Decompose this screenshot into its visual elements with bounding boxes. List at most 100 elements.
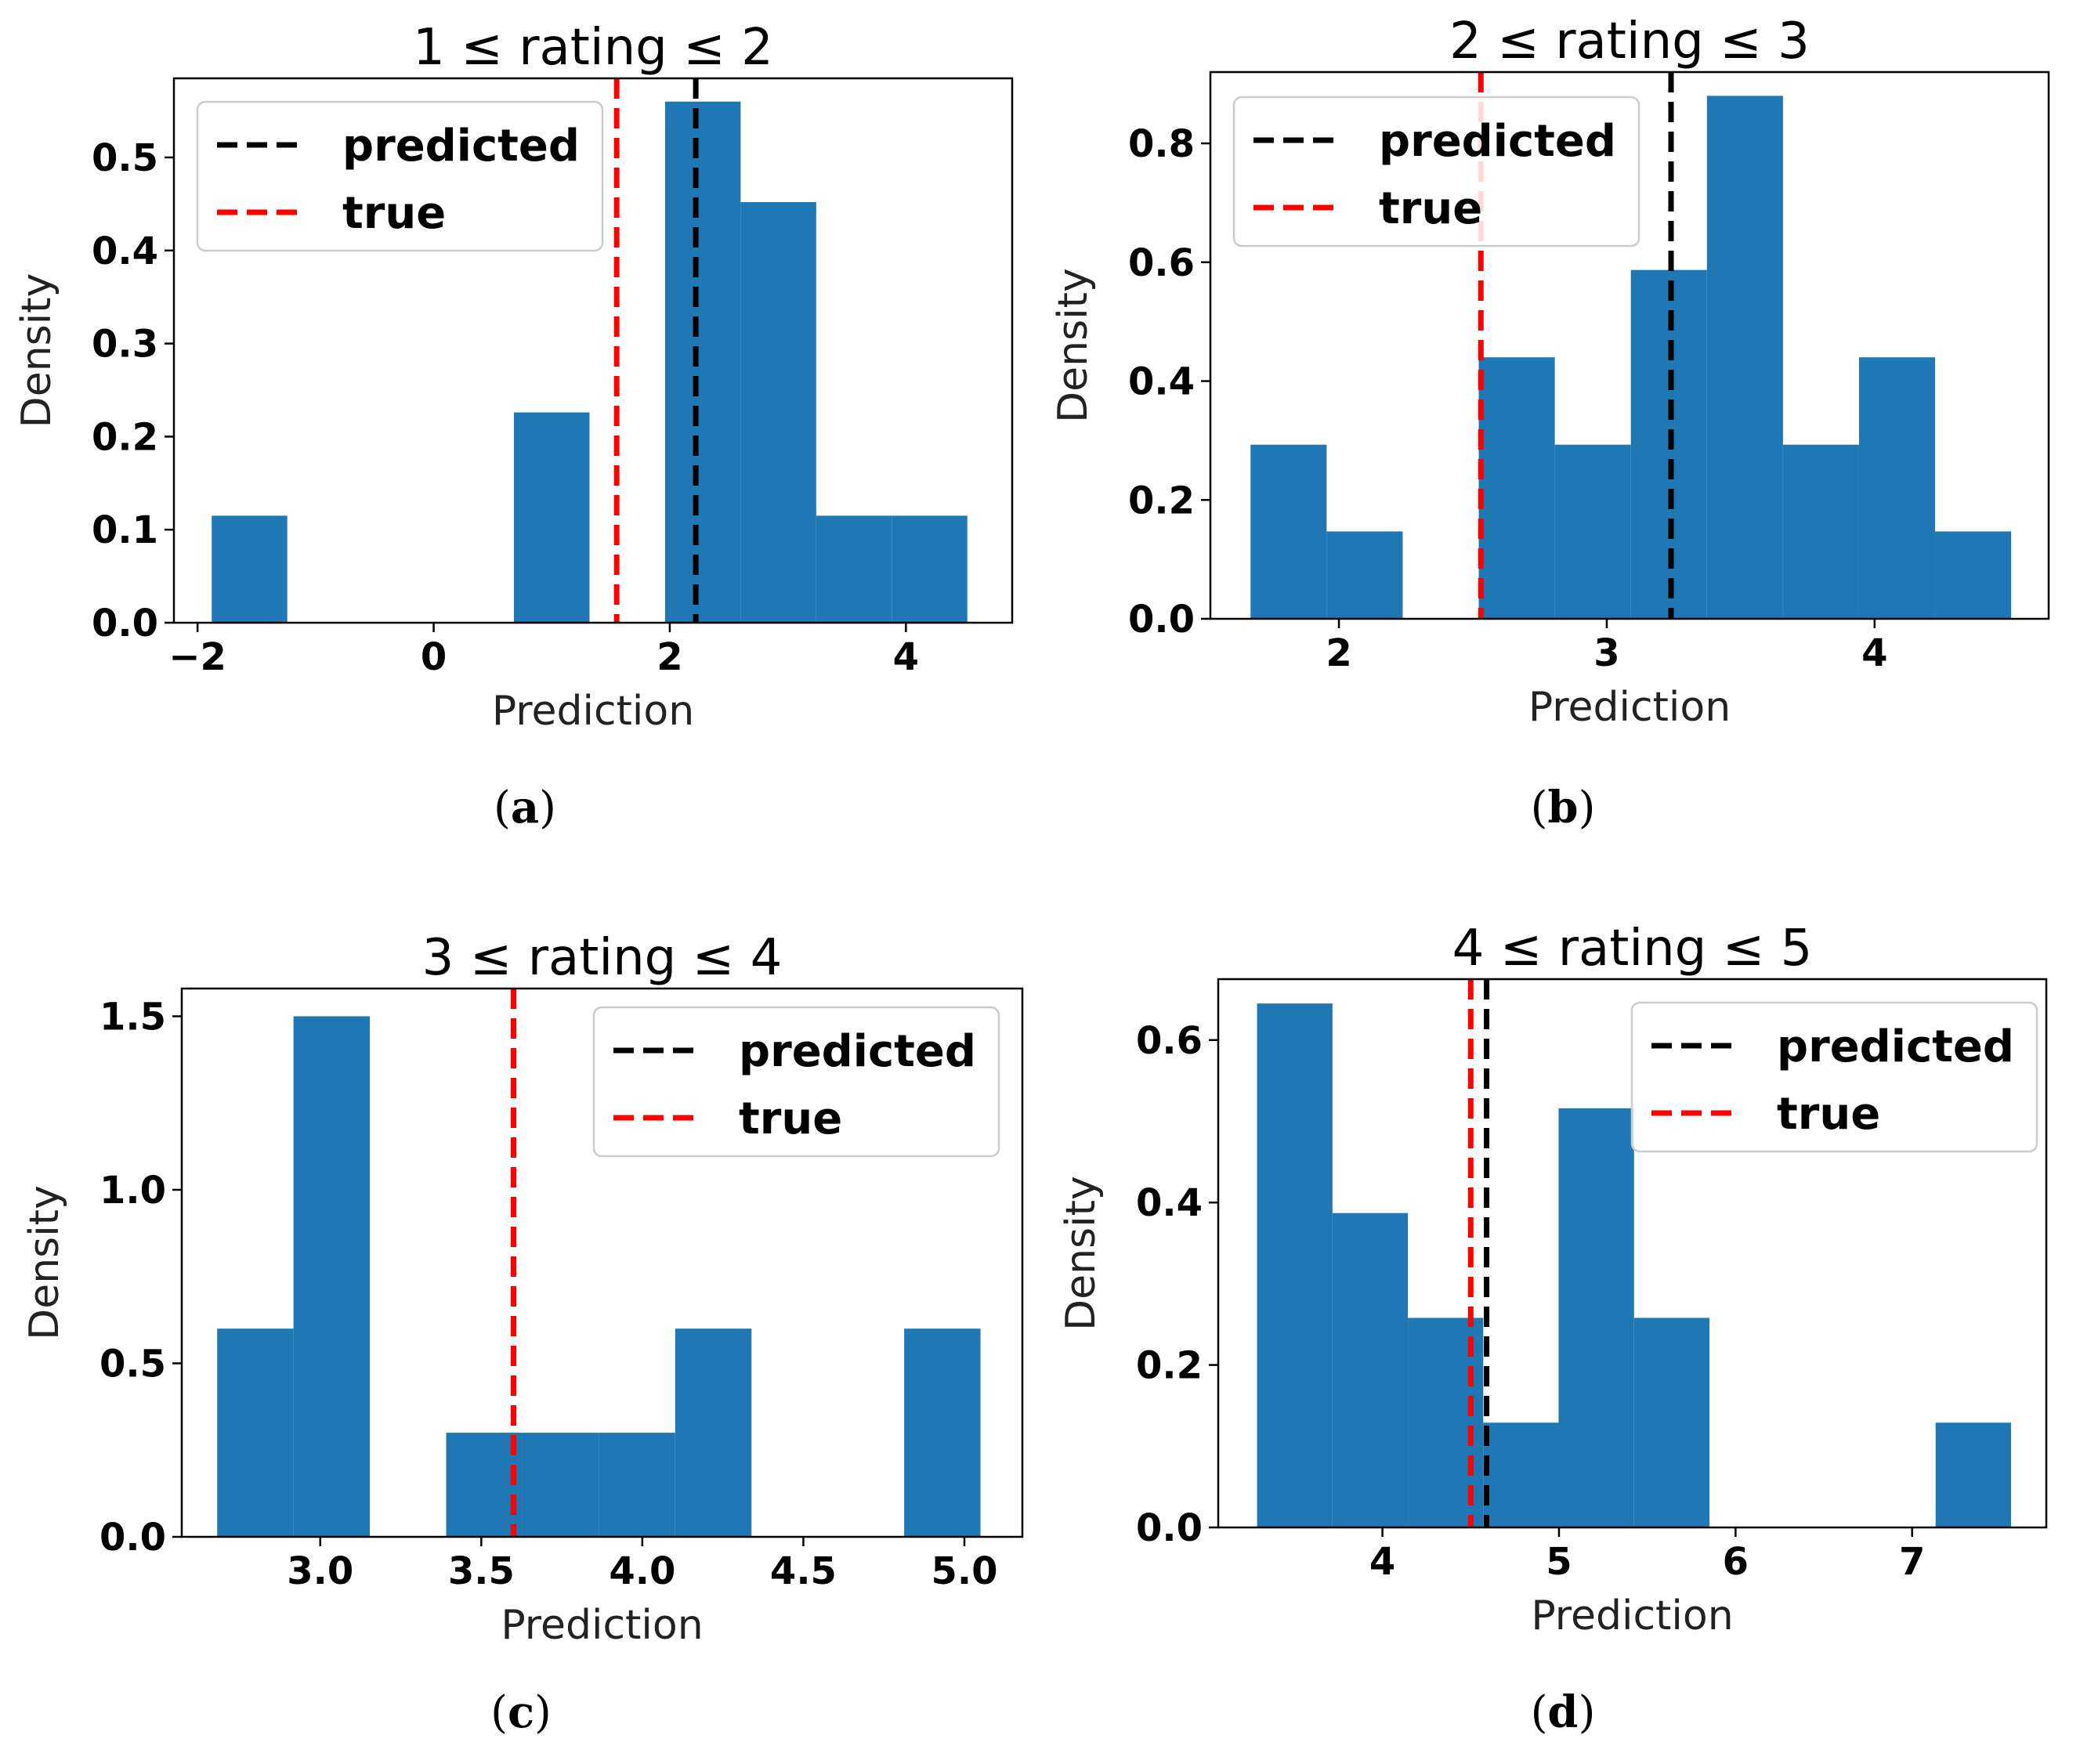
legend-label: predicted bbox=[1379, 116, 1616, 167]
histogram-bar bbox=[816, 515, 892, 623]
y-tick-label: 1.0 bbox=[99, 1169, 166, 1213]
panel-caption-letter: c bbox=[508, 1686, 534, 1738]
histogram-bar bbox=[1558, 1108, 1634, 1527]
histogram-bar bbox=[1935, 531, 2012, 619]
y-tick-label: 0.5 bbox=[92, 136, 158, 180]
axes-frame bbox=[180, 987, 1024, 1538]
histogram-bar bbox=[1633, 1318, 1709, 1527]
y-tick-label: 0.8 bbox=[1128, 122, 1195, 166]
legend-box bbox=[196, 100, 604, 252]
chart-panel-b: 2 3 4 0.0 0.2 0.4 0.6 0.8 2 ≤ rating ≤ 3 Predicti… bbox=[1050, 13, 2050, 833]
y-tick-label: 0.2 bbox=[92, 415, 158, 459]
y-tick-label: 0.2 bbox=[1136, 1344, 1203, 1388]
histogram-bar bbox=[1935, 1422, 2011, 1527]
y-axis-label: Density bbox=[13, 273, 60, 428]
legend-label: true bbox=[1379, 183, 1482, 234]
y-tick-label: 0.4 bbox=[1128, 360, 1195, 404]
x-tick-label: 4 bbox=[893, 635, 919, 679]
y-tick-label: 0.0 bbox=[92, 602, 158, 645]
histogram-bar bbox=[1858, 357, 1936, 619]
axes-frame bbox=[172, 77, 1014, 624]
histogram-bar bbox=[740, 202, 816, 623]
legend: predicted true bbox=[592, 1006, 1000, 1158]
histogram-bar bbox=[1483, 1422, 1559, 1527]
x-tick-label: 4.5 bbox=[770, 1549, 837, 1593]
histogram-bar bbox=[217, 1328, 294, 1537]
x-tick-label: 4 bbox=[1369, 1540, 1395, 1584]
legend: predicted true bbox=[196, 100, 604, 252]
histogram-bar bbox=[1782, 444, 1859, 619]
chart-title: 1 ≤ rating ≤ 2 bbox=[413, 19, 773, 77]
x-tick-label: 3.0 bbox=[287, 1549, 353, 1593]
x-tick-label: 3 bbox=[1593, 631, 1619, 675]
histogram-bar bbox=[1706, 96, 1783, 619]
y-axis-label: Density bbox=[21, 1185, 68, 1340]
x-tick-label: 5 bbox=[1546, 1540, 1572, 1584]
panel-caption-letter: d bbox=[1547, 1686, 1578, 1738]
histogram-bar bbox=[446, 1433, 523, 1537]
legend: predicted true bbox=[1630, 1001, 2038, 1153]
histogram-bar bbox=[675, 1328, 752, 1537]
y-tick-label: 0.3 bbox=[92, 323, 158, 367]
histogram-bar bbox=[599, 1433, 675, 1537]
histogram-bar bbox=[293, 1016, 371, 1537]
panel-caption: (a) bbox=[494, 782, 556, 833]
y-tick-label: 0.6 bbox=[1136, 1019, 1203, 1063]
y-axis-label: Density bbox=[1050, 268, 1097, 423]
panel-caption-letter: a bbox=[511, 782, 539, 833]
chart-title: 2 ≤ rating ≤ 3 bbox=[1449, 13, 1810, 70]
legend-box bbox=[1630, 1001, 2038, 1153]
x-tick-label: 6 bbox=[1723, 1540, 1749, 1584]
chart-panel-a: −2 0 2 4 0.0 0.1 0.2 0.3 0.4 0.5 1 ≤ rating ≤ 2 Pre… bbox=[13, 19, 1014, 833]
histogram-bar bbox=[892, 515, 968, 623]
y-tick-label: 1.5 bbox=[99, 995, 166, 1039]
x-axis-label: Prediction bbox=[1531, 1592, 1733, 1639]
x-axis-label: Prediction bbox=[1528, 684, 1731, 731]
x-tick-label: 3.5 bbox=[448, 1549, 515, 1593]
legend-label: true bbox=[1777, 1089, 1880, 1140]
chart-panel-d: 4 5 6 7 0.0 0.2 0.4 0.6 4 ≤ rating ≤ 5 Prediction… bbox=[1058, 920, 2048, 1738]
x-tick-label: 7 bbox=[1899, 1540, 1925, 1584]
y-axis-label: Density bbox=[1058, 1176, 1105, 1331]
y-tick-label: 0.0 bbox=[1128, 598, 1195, 642]
panel-caption: (d) bbox=[1531, 1686, 1596, 1738]
legend-label: predicted bbox=[1777, 1021, 2014, 1072]
x-axis-label: Prediction bbox=[492, 688, 694, 735]
x-tick-label: 0 bbox=[421, 635, 447, 679]
legend-label: true bbox=[342, 188, 446, 239]
histogram-bar bbox=[1326, 531, 1403, 619]
histogram-bar bbox=[1250, 444, 1327, 619]
legend-label: predicted bbox=[739, 1026, 976, 1077]
histogram-bar bbox=[1554, 444, 1631, 619]
panel-caption: (b) bbox=[1531, 782, 1596, 833]
chart-title: 3 ≤ rating ≤ 4 bbox=[422, 929, 783, 987]
histogram-bar bbox=[522, 1433, 599, 1537]
y-tick-label: 0.0 bbox=[1136, 1506, 1203, 1550]
legend-box bbox=[1232, 96, 1640, 248]
legend: predicted true bbox=[1232, 96, 1640, 248]
histogram-bar bbox=[514, 412, 590, 623]
y-tick-label: 0.2 bbox=[1128, 479, 1195, 522]
y-tick-label: 0.4 bbox=[92, 230, 158, 273]
axes-frame bbox=[1217, 978, 2048, 1529]
legend-label: predicted bbox=[342, 121, 580, 172]
histogram-bar bbox=[212, 515, 288, 623]
x-axis-label: Prediction bbox=[501, 1602, 703, 1649]
histogram-bar bbox=[664, 101, 741, 623]
histogram-bar bbox=[904, 1328, 981, 1537]
axes-frame bbox=[1209, 70, 2050, 620]
x-tick-label: 4 bbox=[1861, 631, 1887, 675]
y-tick-label: 0.6 bbox=[1128, 241, 1195, 285]
histogram-bar bbox=[1332, 1213, 1409, 1527]
y-tick-label: 0.5 bbox=[99, 1342, 166, 1386]
chart-title: 4 ≤ rating ≤ 5 bbox=[1452, 920, 1813, 978]
x-tick-label: 5.0 bbox=[931, 1549, 997, 1593]
histogram-bar bbox=[1257, 1003, 1333, 1527]
panel-caption-letter: b bbox=[1547, 782, 1578, 833]
panel-caption: (c) bbox=[490, 1686, 552, 1738]
chart-panel-c: 3.0 3.5 4.0 4.5 5.0 0.0 0.5 1.0 1.5 3 ≤ rating ≤ … bbox=[21, 929, 1024, 1738]
y-tick-label: 0.4 bbox=[1136, 1181, 1203, 1225]
histogram-bar bbox=[1478, 357, 1555, 619]
y-tick-label: 0.0 bbox=[99, 1516, 166, 1560]
